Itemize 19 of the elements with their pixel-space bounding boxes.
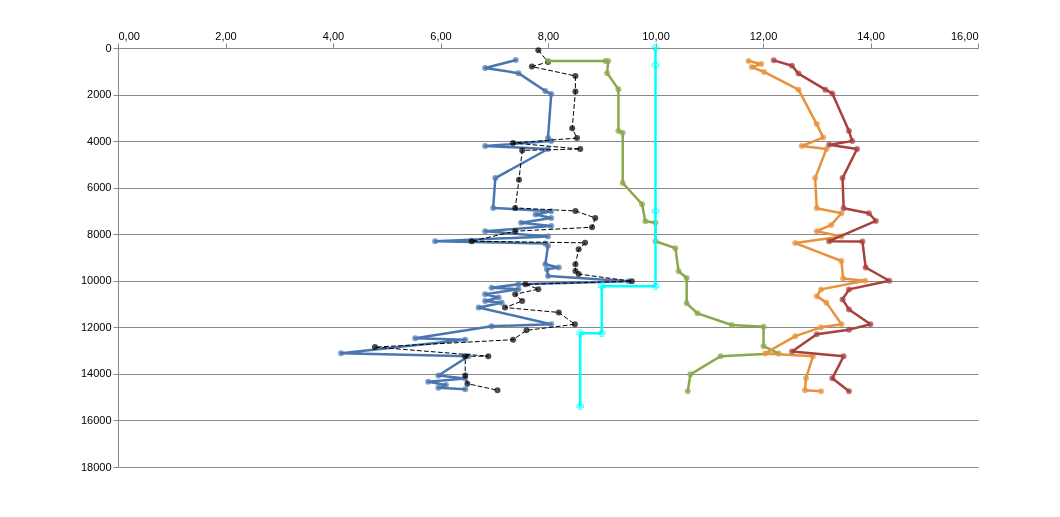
y-tick-label: 10000 xyxy=(80,274,112,287)
x-tick-label: 6,00 xyxy=(430,29,452,42)
y-tick-label: 0 xyxy=(105,41,112,54)
y-tick-label: 2000 xyxy=(87,88,112,101)
x-tick-label: 4,00 xyxy=(322,29,345,42)
y-tick-label: 8000 xyxy=(87,227,112,240)
y-tick-label: 16000 xyxy=(80,413,112,426)
y-tick-label: 6000 xyxy=(87,181,112,194)
x-tick-label: 8,00 xyxy=(537,29,560,42)
y-tick-label: 14000 xyxy=(80,367,112,380)
y-tick-label: 18000 xyxy=(80,460,112,473)
y-tick-label: 12000 xyxy=(80,320,112,333)
x-tick-label: 14,00 xyxy=(857,29,885,42)
x-tick-label: 10,00 xyxy=(642,29,670,42)
x-tick-label: 12,00 xyxy=(749,29,778,42)
x-tick-label: 0,00 xyxy=(118,29,140,42)
x-tick-label: 16,00 xyxy=(950,29,979,42)
x-tick-label: 2,00 xyxy=(215,29,237,42)
y-tick-label: 4000 xyxy=(87,134,112,147)
